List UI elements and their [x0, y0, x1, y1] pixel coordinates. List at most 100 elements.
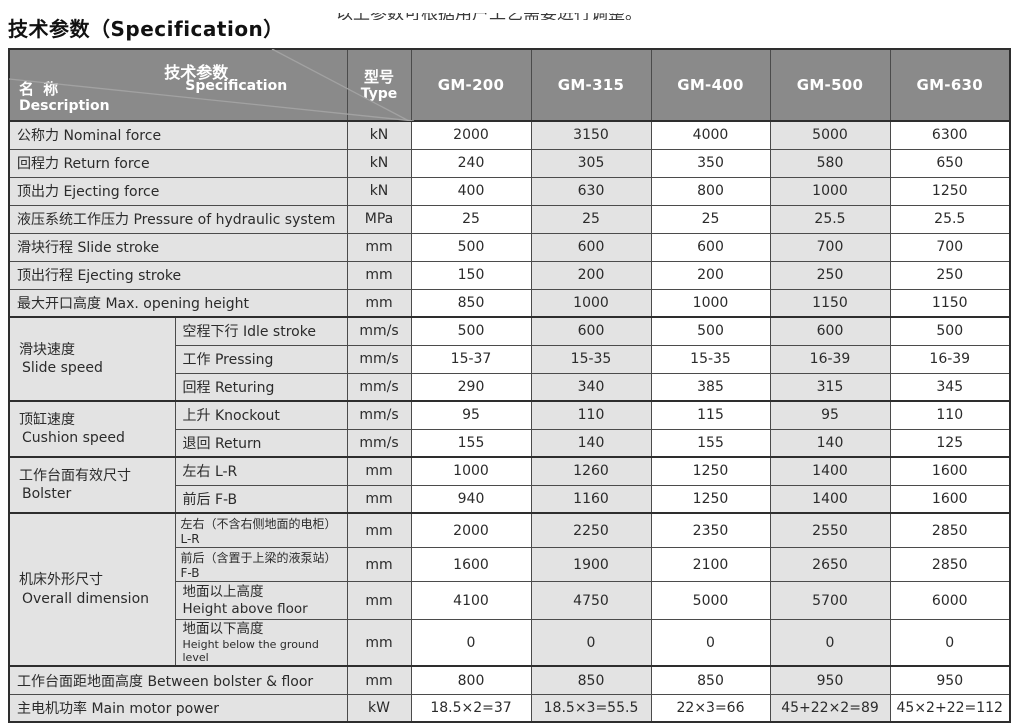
value-cell: 115	[650, 400, 771, 430]
value-cell: 1150	[889, 288, 1011, 318]
value-cell: 1150	[769, 288, 891, 318]
unit-cell: mm	[346, 619, 412, 667]
value-cell: 2000	[410, 120, 532, 150]
unit-cell: mm	[346, 456, 412, 486]
value-cell: 240	[410, 148, 532, 178]
value-cell: 580	[769, 148, 891, 178]
value-cell: 940	[410, 484, 532, 514]
unit-cell: MPa	[346, 204, 412, 234]
value-cell: 850	[410, 288, 532, 318]
group-label: 顶缸速度 Cushion speed	[8, 400, 176, 458]
value-cell: 140	[769, 428, 891, 458]
value-cell: 95	[769, 400, 891, 430]
value-cell: 4750	[530, 581, 652, 620]
row-label: 滑块行程 Slide stroke	[8, 232, 348, 262]
row-label: 液压系统工作压力 Pressure of hydraulic system	[8, 204, 348, 234]
page-title: 技术参数（Specification）	[8, 17, 284, 41]
value-cell: 400	[410, 176, 532, 206]
row-label: 最大开口高度 Max. opening height	[8, 288, 348, 318]
value-cell: 385	[650, 372, 771, 402]
value-cell: 2100	[650, 547, 771, 582]
value-cell: 800	[650, 176, 771, 206]
value-cell: 15-37	[410, 344, 532, 374]
row-label: 回程 Returing	[174, 372, 348, 402]
row-label: 主电机功率 Main motor power	[8, 693, 348, 723]
unit-cell: mm	[346, 665, 412, 695]
unit-cell: kN	[346, 176, 412, 206]
unit-cell: mm	[346, 547, 412, 582]
unit-cell: kN	[346, 120, 412, 150]
table-row: 工作 Pressing mm/s 15-37 15-35 15-35 16-39 16-39	[9, 344, 1011, 374]
row-label: 左右（不含右侧地面的电柜）L-R	[174, 512, 348, 548]
table-row: 顶缸速度 Cushion speed 上升 Knockout mm/s 95 110 115…	[8, 400, 1011, 458]
value-cell: 1000	[530, 288, 652, 318]
specification-table-wrap: 技术参数 Specification 名 称 Description 型号 Ty…	[8, 48, 1011, 723]
value-cell: 0	[650, 619, 771, 667]
value-cell: 25.5	[769, 204, 891, 234]
value-cell: 1000	[650, 288, 771, 318]
spec-table-body: 公称力 Nominal force kN 2000 3150 4000 5000 6300 回…	[8, 120, 1011, 723]
unit-cell: kN	[346, 148, 412, 178]
row-label: 空程下行 Idle stroke	[174, 316, 348, 346]
value-cell: 25	[530, 204, 652, 234]
value-cell: 0	[530, 619, 652, 667]
value-cell: 250	[769, 260, 891, 290]
row-label: 地面以下高度 Height below the ground level	[174, 619, 348, 667]
row-label: 上升 Knockout	[174, 400, 348, 430]
value-cell: 1160	[530, 484, 652, 514]
value-cell: 315	[769, 372, 891, 402]
unit-cell: mm/s	[346, 316, 412, 346]
group-label: 机床外形尺寸 Overall dimension	[8, 511, 176, 667]
value-cell: 25	[650, 204, 771, 234]
unit-cell: mm/s	[346, 372, 412, 402]
model-header: GM-630	[889, 48, 1011, 122]
value-cell: 290	[410, 372, 532, 402]
value-cell: 650	[889, 148, 1011, 178]
value-cell: 700	[889, 232, 1011, 262]
value-cell: 1600	[889, 456, 1011, 486]
unit-cell: mm/s	[346, 400, 412, 430]
clipped-top-text: 以上参数可根据用户工艺需要进行调整。	[336, 13, 716, 20]
value-cell: 340	[530, 372, 652, 402]
value-cell: 125	[889, 428, 1011, 458]
value-cell: 850	[530, 665, 652, 695]
value-cell: 1600	[889, 484, 1011, 514]
value-cell: 110	[889, 400, 1011, 430]
value-cell: 140	[530, 428, 652, 458]
row-label: 顶出力 Ejecting force	[8, 176, 348, 206]
value-cell: 500	[410, 316, 532, 346]
unit-cell: mm	[346, 512, 412, 548]
value-cell: 1400	[769, 484, 891, 514]
value-cell: 15-35	[650, 344, 771, 374]
table-row: 公称力 Nominal force kN 2000 3150 4000 5000 6300	[8, 120, 1011, 150]
table-row: 滑块行程 Slide stroke mm 500 600 600 700 700	[8, 232, 1011, 262]
value-cell: 350	[650, 148, 771, 178]
value-cell: 45+22×2=89	[769, 693, 891, 723]
value-cell: 6000	[889, 581, 1011, 620]
value-cell: 18.5×3=55.5	[530, 693, 652, 723]
unit-cell: mm	[346, 288, 412, 318]
value-cell: 4100	[410, 581, 532, 620]
value-cell: 2850	[889, 547, 1011, 582]
table-row: 液压系统工作压力 Pressure of hydraulic system MPa…	[8, 204, 1011, 234]
model-header: GM-500	[769, 48, 891, 122]
value-cell: 15-35	[530, 344, 652, 374]
value-cell: 500	[889, 316, 1011, 346]
value-cell: 850	[650, 665, 771, 695]
value-cell: 0	[769, 619, 891, 667]
row-label: 前后 F-B	[174, 484, 348, 514]
value-cell: 5000	[769, 120, 891, 150]
table-row: 工作台面有效尺寸 Bolster 左右 L-R mm 1000 1260 1250 1400 1…	[8, 456, 1011, 514]
unit-cell: kW	[346, 693, 412, 723]
value-cell: 305	[530, 148, 652, 178]
value-cell: 1600	[410, 547, 532, 582]
table-row: 地面以上高度 Height above floor mm 4100 4750 5000 57…	[9, 581, 1011, 620]
value-cell: 22×3=66	[650, 693, 771, 723]
model-header: GM-315	[530, 48, 652, 122]
value-cell: 1000	[769, 176, 891, 206]
header-row: 技术参数 Specification 名 称 Description 型号 Ty…	[8, 48, 1011, 122]
table-row: 地面以下高度 Height below the ground level mm 0 0 0…	[9, 619, 1011, 667]
value-cell: 2650	[769, 547, 891, 582]
value-cell: 600	[530, 316, 652, 346]
group-label: 滑块速度 Slide speed	[8, 316, 176, 402]
